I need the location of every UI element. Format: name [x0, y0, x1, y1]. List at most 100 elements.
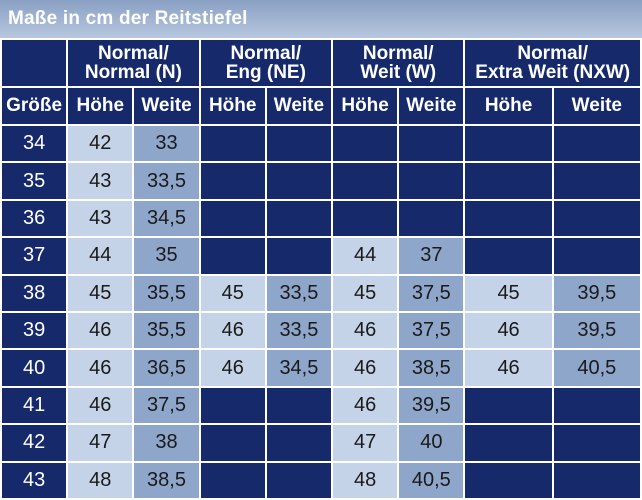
width-cell: 36,5	[132, 348, 201, 388]
height-cell: 46	[331, 348, 400, 388]
width-cell: 37	[397, 236, 466, 276]
height-cell: 47	[331, 423, 400, 463]
width-cell	[551, 423, 642, 463]
height-cell	[198, 236, 267, 276]
width-cell	[264, 460, 334, 500]
height-cell	[463, 423, 554, 463]
height-cell	[463, 236, 554, 276]
width-cell: 40,5	[397, 460, 466, 500]
width-cell	[551, 236, 642, 276]
page-title: Maße in cm der Reitstiefel	[0, 0, 642, 38]
height-cell	[463, 198, 554, 239]
height-cell: 47	[66, 423, 135, 463]
height-cell: 42	[66, 123, 135, 164]
height-cell	[198, 198, 267, 239]
width-cell: 33	[132, 123, 201, 164]
width-cell	[264, 385, 334, 426]
table-row: 43 48 38,5 48 40,5	[0, 460, 642, 500]
size-cell: 39	[0, 310, 69, 351]
width-cell	[397, 123, 466, 164]
table-row: 35 43 33,5	[0, 161, 642, 201]
height-cell	[198, 460, 267, 500]
width-cell: 37,5	[397, 310, 466, 351]
height-cell: 45	[66, 273, 135, 313]
size-cell: 42	[0, 423, 69, 463]
group-header-normal: Normal/Normal (N)	[66, 38, 201, 88]
width-cell: 40,5	[551, 348, 642, 388]
size-cell: 35	[0, 161, 69, 201]
width-cell: 37,5	[397, 273, 466, 313]
height-cell: 46	[331, 385, 400, 426]
width-cell: 38,5	[132, 460, 201, 500]
width-column-header: Weite	[132, 86, 201, 126]
table-row: 40 46 36,5 46 34,5 46 38,5 46 40,5	[0, 348, 642, 388]
height-cell: 46	[463, 310, 554, 351]
table-row: 41 46 37,5 46 39,5	[0, 385, 642, 426]
width-column-header: Weite	[264, 86, 334, 126]
width-cell	[551, 460, 642, 500]
height-cell	[198, 423, 267, 463]
width-cell: 37,5	[132, 385, 201, 426]
width-cell: 35,5	[132, 310, 201, 351]
width-cell	[551, 123, 642, 164]
width-cell: 40	[397, 423, 466, 463]
height-column-header: Höhe	[198, 86, 267, 126]
width-cell	[397, 161, 466, 201]
height-cell	[198, 385, 267, 426]
table-row: 38 45 35,5 45 33,5 45 37,5 45 39,5	[0, 273, 642, 313]
height-cell: 45	[463, 273, 554, 313]
width-cell	[397, 198, 466, 239]
height-cell	[198, 161, 267, 201]
width-cell: 39,5	[551, 273, 642, 313]
height-cell: 43	[66, 198, 135, 239]
height-cell	[331, 198, 400, 239]
height-cell: 44	[331, 236, 400, 276]
height-cell	[463, 123, 554, 164]
height-cell: 45	[198, 273, 267, 313]
width-cell	[264, 236, 334, 276]
height-cell: 48	[66, 460, 135, 500]
table-row: 42 47 38 47 40	[0, 423, 642, 463]
height-cell	[463, 161, 554, 201]
height-cell: 46	[198, 310, 267, 351]
height-cell: 46	[463, 348, 554, 388]
size-cell: 38	[0, 273, 69, 313]
width-cell	[551, 161, 642, 201]
size-table: Normal/Normal (N) Normal/Eng (NE) Normal…	[0, 38, 642, 500]
size-cell: 40	[0, 348, 69, 388]
width-cell	[264, 423, 334, 463]
height-column-header: Höhe	[66, 86, 135, 126]
group-header-eng: Normal/Eng (NE)	[198, 38, 334, 88]
width-cell	[551, 385, 642, 426]
width-cell: 38,5	[397, 348, 466, 388]
width-cell: 39,5	[551, 310, 642, 351]
size-cell: 41	[0, 385, 69, 426]
height-cell: 46	[66, 385, 135, 426]
height-cell: 44	[66, 236, 135, 276]
width-cell	[551, 198, 642, 239]
height-cell: 48	[331, 460, 400, 500]
width-cell: 35	[132, 236, 201, 276]
width-cell: 39,5	[397, 385, 466, 426]
width-cell: 33,5	[264, 310, 334, 351]
width-cell: 34,5	[132, 198, 201, 239]
width-column-header: Weite	[397, 86, 466, 126]
size-cell: 36	[0, 198, 69, 239]
group-header-extra-weit: Normal/Extra Weit (NXW)	[463, 38, 642, 88]
height-cell: 46	[198, 348, 267, 388]
width-cell: 34,5	[264, 348, 334, 388]
height-cell	[463, 385, 554, 426]
table-row: 39 46 35,5 46 33,5 46 37,5 46 39,5	[0, 310, 642, 351]
height-column-header: Höhe	[331, 86, 400, 126]
width-cell: 35,5	[132, 273, 201, 313]
corner-cell	[0, 38, 69, 88]
group-header-weit: Normal/Weit (W)	[331, 38, 466, 88]
table-row: 36 43 34,5	[0, 198, 642, 239]
height-cell	[463, 460, 554, 500]
size-column-header: Größe	[0, 86, 69, 126]
height-cell: 43	[66, 161, 135, 201]
width-cell: 33,5	[132, 161, 201, 201]
height-cell	[331, 123, 400, 164]
width-column-header: Weite	[551, 86, 642, 126]
height-cell	[331, 161, 400, 201]
